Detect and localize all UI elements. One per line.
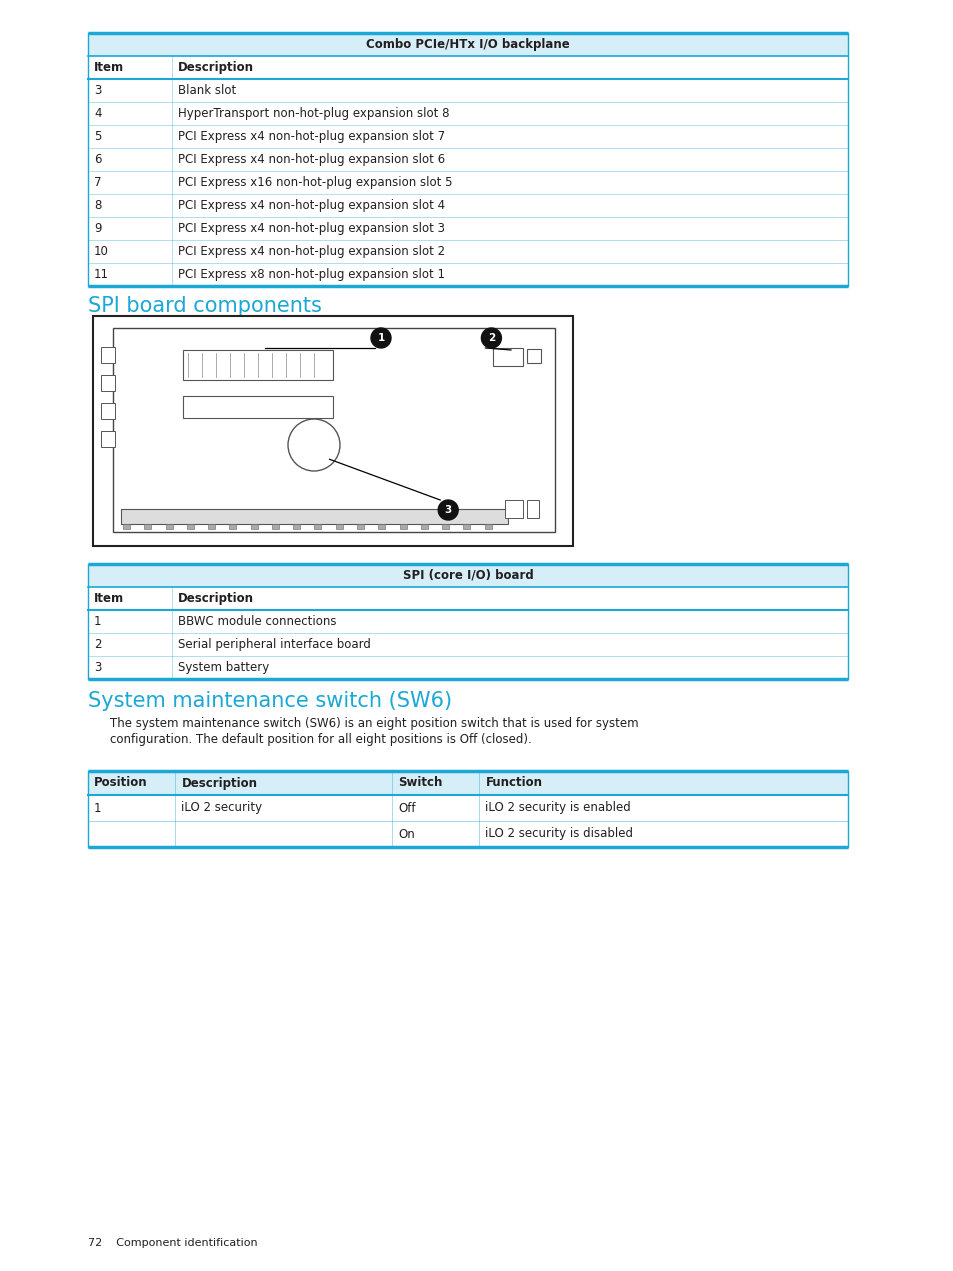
FancyBboxPatch shape (88, 587, 847, 610)
Text: HyperTransport non-hot-plug expansion slot 8: HyperTransport non-hot-plug expansion sl… (177, 107, 449, 119)
FancyBboxPatch shape (356, 524, 364, 529)
FancyBboxPatch shape (441, 524, 449, 529)
Circle shape (437, 500, 457, 520)
FancyBboxPatch shape (101, 431, 115, 447)
Text: PCI Express x8 non-hot-plug expansion slot 1: PCI Express x8 non-hot-plug expansion sl… (177, 268, 444, 281)
Text: 2: 2 (487, 333, 495, 343)
Text: Description: Description (177, 592, 253, 605)
Text: PCI Express x4 non-hot-plug expansion slot 6: PCI Express x4 non-hot-plug expansion sl… (177, 153, 444, 167)
FancyBboxPatch shape (251, 524, 257, 529)
Text: 3: 3 (94, 84, 101, 97)
FancyBboxPatch shape (92, 316, 573, 547)
FancyBboxPatch shape (335, 524, 342, 529)
FancyBboxPatch shape (183, 350, 333, 380)
Text: 1: 1 (94, 802, 101, 815)
FancyBboxPatch shape (378, 524, 385, 529)
FancyBboxPatch shape (101, 403, 115, 419)
FancyBboxPatch shape (208, 524, 214, 529)
FancyBboxPatch shape (88, 771, 847, 794)
FancyBboxPatch shape (144, 524, 152, 529)
FancyBboxPatch shape (183, 397, 333, 418)
Text: 1: 1 (377, 333, 384, 343)
Text: PCI Express x4 non-hot-plug expansion slot 7: PCI Express x4 non-hot-plug expansion sl… (177, 130, 444, 144)
FancyBboxPatch shape (293, 524, 300, 529)
FancyBboxPatch shape (504, 500, 522, 519)
Text: 3: 3 (94, 661, 101, 674)
Text: The system maintenance switch (SW6) is an eight position switch that is used for: The system maintenance switch (SW6) is a… (110, 717, 638, 730)
Text: PCI Express x4 non-hot-plug expansion slot 2: PCI Express x4 non-hot-plug expansion sl… (177, 245, 444, 258)
FancyBboxPatch shape (493, 348, 522, 366)
Circle shape (371, 328, 391, 348)
Text: Combo PCIe/HTx I/O backplane: Combo PCIe/HTx I/O backplane (366, 38, 569, 51)
Text: 11: 11 (94, 268, 109, 281)
FancyBboxPatch shape (399, 524, 406, 529)
FancyBboxPatch shape (88, 794, 847, 846)
Text: SPI board components: SPI board components (88, 296, 321, 316)
FancyBboxPatch shape (88, 79, 847, 286)
FancyBboxPatch shape (420, 524, 428, 529)
FancyBboxPatch shape (88, 33, 847, 56)
FancyBboxPatch shape (463, 524, 470, 529)
FancyBboxPatch shape (121, 508, 507, 524)
Text: 5: 5 (94, 130, 101, 144)
FancyBboxPatch shape (112, 328, 555, 533)
Text: PCI Express x16 non-hot-plug expansion slot 5: PCI Express x16 non-hot-plug expansion s… (177, 175, 452, 189)
Text: 4: 4 (94, 107, 101, 119)
Text: 9: 9 (94, 222, 101, 235)
Text: Item: Item (94, 592, 124, 605)
Text: SPI (core I/O) board: SPI (core I/O) board (402, 569, 533, 582)
FancyBboxPatch shape (101, 347, 115, 364)
Text: Function: Function (485, 777, 542, 789)
Text: 7: 7 (94, 175, 101, 189)
Text: 6: 6 (94, 153, 101, 167)
Text: 1: 1 (94, 615, 101, 628)
Text: Position: Position (94, 777, 148, 789)
Text: iLO 2 security is disabled: iLO 2 security is disabled (485, 827, 633, 840)
Text: On: On (397, 827, 415, 840)
Text: configuration. The default position for all eight positions is Off (closed).: configuration. The default position for … (110, 733, 531, 746)
FancyBboxPatch shape (314, 524, 321, 529)
FancyBboxPatch shape (166, 524, 172, 529)
FancyBboxPatch shape (526, 500, 538, 519)
Text: 2: 2 (94, 638, 101, 651)
Text: Item: Item (94, 61, 124, 74)
FancyBboxPatch shape (88, 56, 847, 79)
FancyBboxPatch shape (101, 375, 115, 391)
Text: 72    Component identification: 72 Component identification (88, 1238, 257, 1248)
Text: Off: Off (397, 802, 416, 815)
Text: BBWC module connections: BBWC module connections (177, 615, 335, 628)
FancyBboxPatch shape (187, 524, 193, 529)
FancyBboxPatch shape (526, 350, 540, 364)
FancyBboxPatch shape (272, 524, 278, 529)
FancyBboxPatch shape (484, 524, 491, 529)
FancyBboxPatch shape (88, 564, 847, 587)
Text: 3: 3 (444, 505, 452, 515)
Text: Serial peripheral interface board: Serial peripheral interface board (177, 638, 370, 651)
Text: System battery: System battery (177, 661, 269, 674)
Text: iLO 2 security is enabled: iLO 2 security is enabled (485, 802, 631, 815)
Text: Blank slot: Blank slot (177, 84, 235, 97)
Text: Switch: Switch (397, 777, 442, 789)
Text: Description: Description (177, 61, 253, 74)
Circle shape (481, 328, 501, 348)
Text: 10: 10 (94, 245, 109, 258)
FancyBboxPatch shape (229, 524, 236, 529)
FancyBboxPatch shape (88, 610, 847, 679)
FancyBboxPatch shape (123, 524, 130, 529)
Text: System maintenance switch (SW6): System maintenance switch (SW6) (88, 691, 452, 710)
Text: iLO 2 security: iLO 2 security (181, 802, 262, 815)
Text: PCI Express x4 non-hot-plug expansion slot 3: PCI Express x4 non-hot-plug expansion sl… (177, 222, 444, 235)
Text: 8: 8 (94, 200, 101, 212)
Text: PCI Express x4 non-hot-plug expansion slot 4: PCI Express x4 non-hot-plug expansion sl… (177, 200, 444, 212)
Text: Description: Description (181, 777, 257, 789)
